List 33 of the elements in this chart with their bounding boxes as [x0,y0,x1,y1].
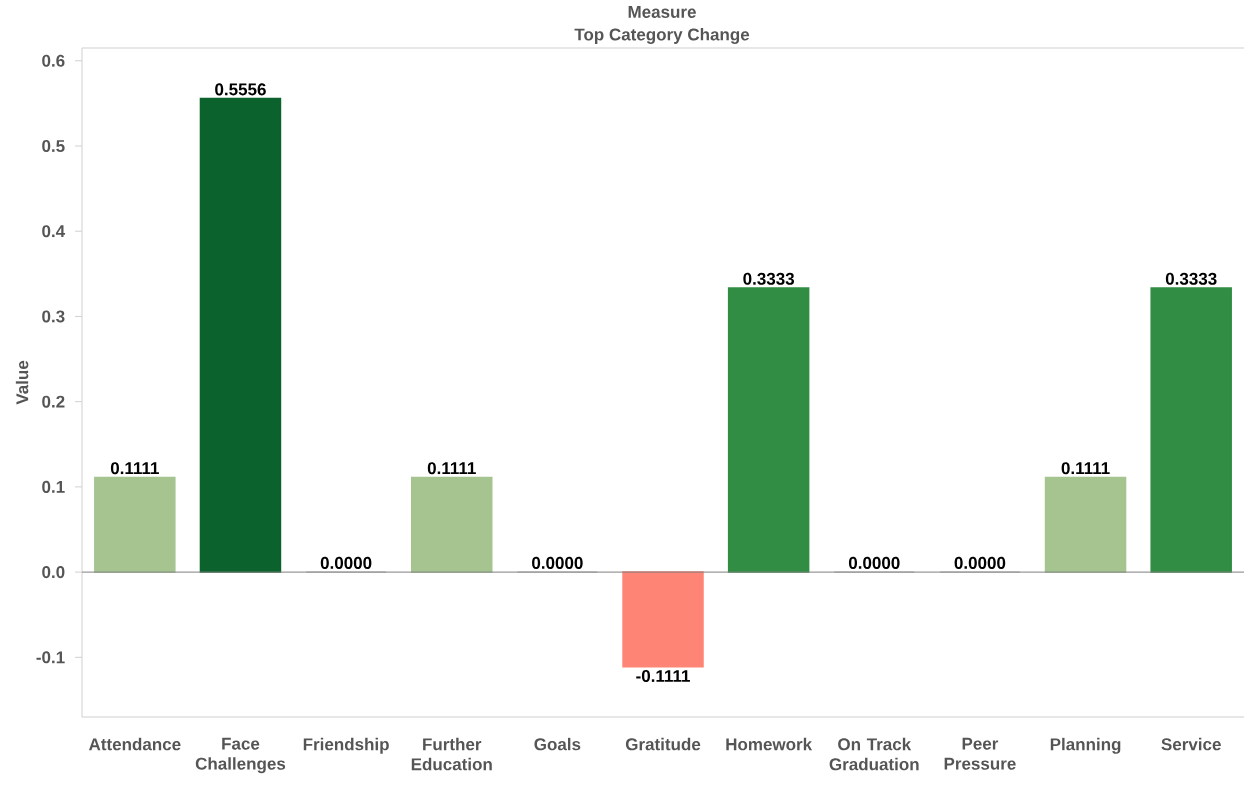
data-label: 0.0000 [320,556,372,569]
data-label: 0.0000 [532,556,583,569]
x-tick-label: Attendance [88,737,181,751]
data-label: 0.0000 [848,556,900,569]
y-tick-label: 0.1 [42,480,65,493]
y-tick-label: 0.6 [42,54,65,67]
x-tick-label: Peer Pressure [944,737,1016,770]
chart-subtitle: Top Category Change [574,28,750,44]
y-tick-label: -0.1 [36,651,65,664]
y-tick-label: 0.5 [42,139,65,153]
data-label: -0.1111 [636,669,690,683]
y-axis-title: Value [15,360,29,405]
data-label: 0.1111 [427,462,476,475]
y-tick-label: 0.0 [42,566,65,579]
chart-title: Measure [628,6,696,18]
y-tick-label: 0.3 [42,310,65,323]
data-label: 0.1111 [1061,462,1110,475]
x-tick-label: Gratitude [625,737,701,751]
x-tick-label: Goals [534,737,581,751]
data-label: 0.3333 [1165,272,1217,285]
x-tick-label: Service [1161,737,1221,751]
data-label: 0.1111 [110,462,159,475]
x-tick-label: Friendship [303,737,389,754]
data-label: 0.5556 [215,83,266,96]
x-tick-label: Face Challenges [195,737,286,774]
data-label: 0.3333 [743,272,795,285]
x-tick-label: Further Education [411,737,492,771]
x-tick-label: Homework [726,737,813,751]
y-tick-label: 0.4 [42,225,66,238]
y-tick-label: 0.2 [42,395,65,408]
x-tick-label: On Track Graduation [829,737,919,771]
x-tick-label: Planning [1050,737,1121,754]
data-label: 0.0000 [954,556,1006,569]
